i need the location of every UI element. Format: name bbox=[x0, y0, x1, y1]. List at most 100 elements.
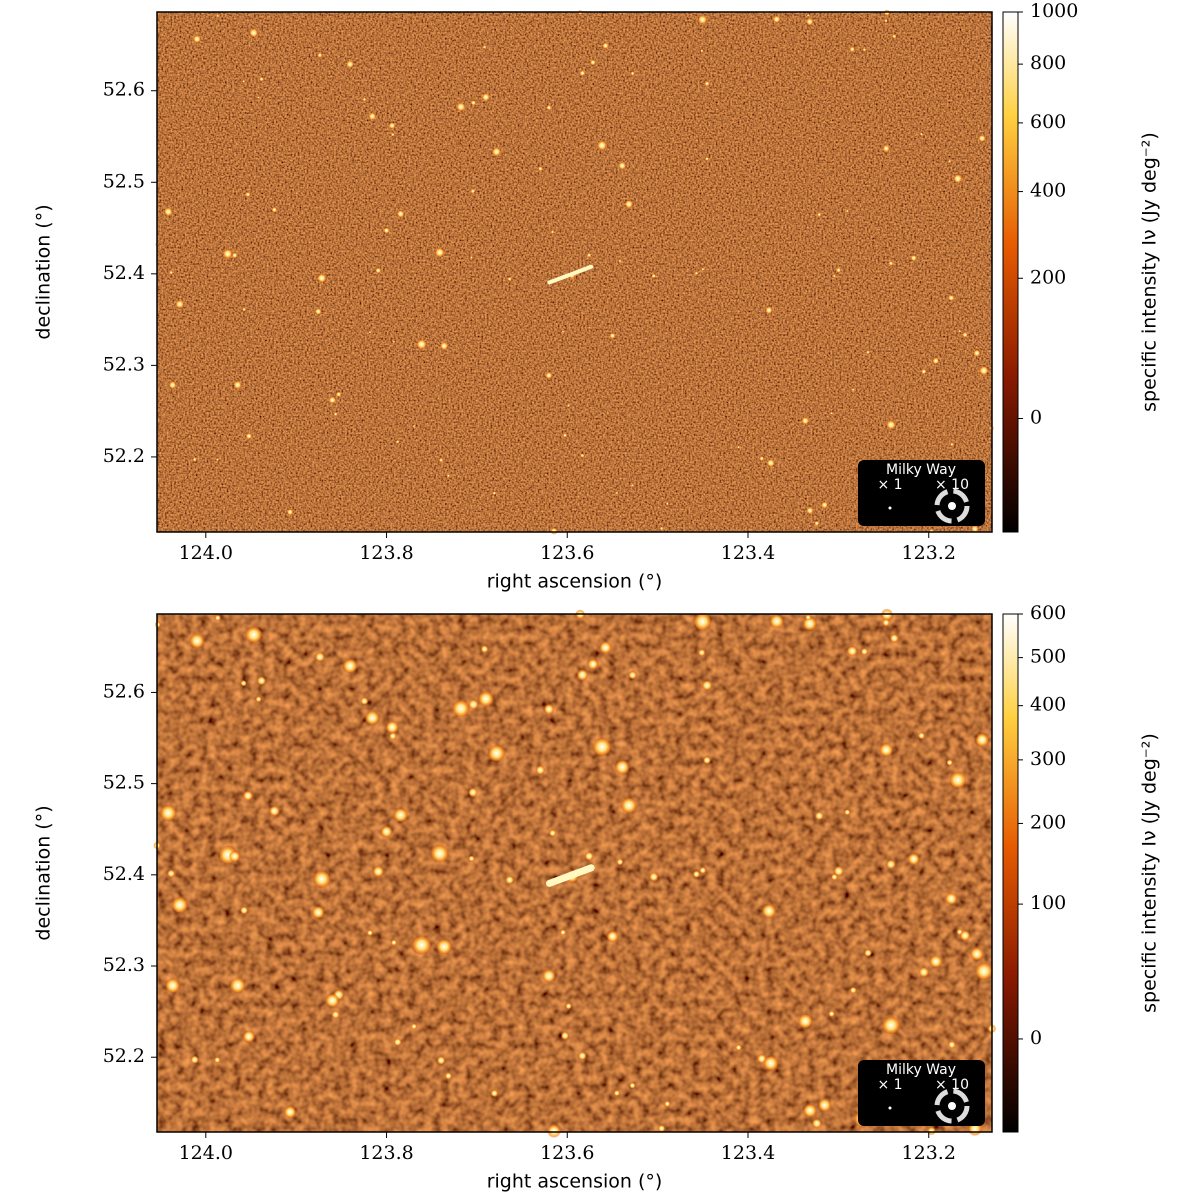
source bbox=[584, 851, 594, 861]
source bbox=[737, 445, 740, 449]
source bbox=[245, 626, 263, 644]
source bbox=[629, 1082, 636, 1089]
source bbox=[889, 633, 899, 643]
source bbox=[559, 929, 566, 936]
source bbox=[192, 34, 202, 44]
y-tick-label: 52.2 bbox=[103, 445, 145, 467]
source bbox=[953, 174, 963, 184]
source bbox=[372, 865, 384, 878]
jet bbox=[545, 864, 595, 887]
source bbox=[803, 1103, 817, 1118]
colorbar-tick-label: 600 bbox=[1030, 602, 1066, 624]
source bbox=[446, 474, 451, 478]
source bbox=[814, 811, 824, 821]
source bbox=[881, 1016, 901, 1035]
source bbox=[563, 433, 568, 438]
source bbox=[699, 866, 707, 874]
source bbox=[268, 805, 280, 817]
source bbox=[470, 188, 476, 194]
source bbox=[692, 870, 701, 878]
x-tick-label: 123.4 bbox=[721, 1142, 775, 1164]
source bbox=[892, 34, 897, 39]
source bbox=[317, 273, 327, 283]
x-tick-label: 123.8 bbox=[359, 1142, 413, 1164]
source bbox=[546, 105, 552, 111]
x-tick-label: 123.4 bbox=[721, 542, 775, 564]
source bbox=[561, 330, 565, 333]
source bbox=[189, 633, 205, 649]
source bbox=[849, 986, 857, 994]
colorbar bbox=[1002, 613, 1019, 1133]
source bbox=[814, 520, 820, 526]
source bbox=[168, 381, 177, 389]
source bbox=[314, 308, 322, 315]
source bbox=[470, 100, 477, 106]
source bbox=[482, 45, 487, 49]
source bbox=[366, 929, 373, 936]
source bbox=[444, 1072, 452, 1080]
source bbox=[693, 612, 712, 631]
colorbar-tick-label: 0 bbox=[1030, 1027, 1042, 1049]
source bbox=[434, 247, 445, 258]
frame bbox=[156, 11, 993, 533]
y-tick-label: 52.3 bbox=[103, 954, 145, 976]
source bbox=[256, 676, 267, 686]
source bbox=[860, 647, 869, 656]
source bbox=[886, 859, 896, 870]
source bbox=[233, 380, 242, 390]
source bbox=[705, 156, 709, 161]
source bbox=[362, 97, 367, 102]
source bbox=[762, 1055, 779, 1072]
source bbox=[388, 122, 396, 129]
source bbox=[312, 870, 331, 889]
source bbox=[950, 442, 954, 447]
source bbox=[802, 616, 818, 632]
source bbox=[618, 161, 627, 170]
source bbox=[845, 209, 849, 213]
y-tick-label: 52.6 bbox=[103, 79, 145, 101]
inset-title: Milky Way bbox=[886, 462, 956, 478]
source bbox=[817, 212, 822, 217]
colorbar-tick-label: 1000 bbox=[1030, 0, 1078, 22]
source bbox=[697, 14, 708, 25]
source bbox=[801, 416, 810, 425]
source bbox=[259, 76, 264, 82]
galaxy-core bbox=[948, 502, 956, 510]
source bbox=[665, 502, 669, 506]
source bbox=[452, 699, 470, 718]
source bbox=[761, 903, 777, 919]
source bbox=[192, 457, 197, 462]
source bbox=[879, 742, 894, 757]
source bbox=[769, 613, 784, 629]
source bbox=[817, 1098, 832, 1112]
source bbox=[888, 260, 894, 266]
source bbox=[836, 267, 842, 273]
x-tick-label: 123.6 bbox=[540, 542, 594, 564]
colorbar-tick-label: 400 bbox=[1030, 180, 1066, 202]
y-tick-label: 52.4 bbox=[103, 863, 145, 885]
source bbox=[468, 699, 479, 710]
source bbox=[470, 256, 473, 259]
y-axis-label: declination (°) bbox=[33, 204, 55, 339]
source bbox=[169, 270, 174, 275]
source bbox=[395, 439, 400, 444]
frame bbox=[156, 613, 993, 1133]
galaxy-small bbox=[888, 1106, 892, 1110]
source bbox=[659, 526, 664, 531]
x-tick-label: 124.0 bbox=[179, 542, 233, 564]
source bbox=[704, 81, 710, 87]
source bbox=[917, 732, 925, 740]
source bbox=[971, 525, 979, 533]
source bbox=[271, 207, 278, 213]
source bbox=[286, 508, 294, 516]
source bbox=[331, 1010, 340, 1019]
colorbar-label: specific intensity Iν (Jy deg⁻²) bbox=[1139, 132, 1161, 412]
source bbox=[538, 166, 543, 171]
source bbox=[231, 252, 238, 259]
source bbox=[505, 875, 515, 885]
source bbox=[383, 227, 390, 234]
colorbar-tick-label: 500 bbox=[1030, 646, 1066, 668]
source bbox=[580, 453, 585, 458]
source bbox=[631, 483, 634, 487]
